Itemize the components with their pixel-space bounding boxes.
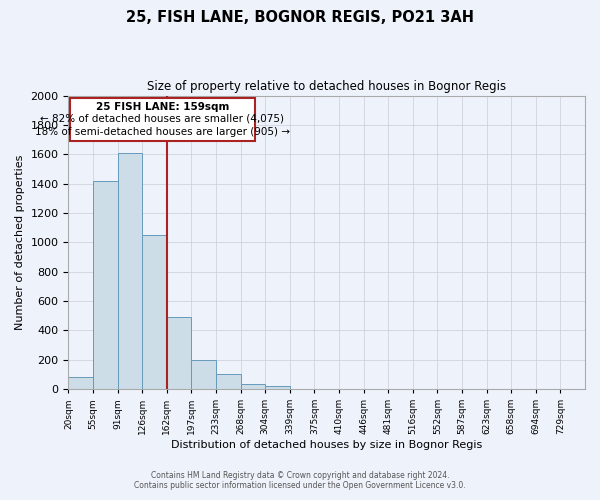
Y-axis label: Number of detached properties: Number of detached properties (15, 154, 25, 330)
Text: Contains public sector information licensed under the Open Government Licence v3: Contains public sector information licen… (134, 481, 466, 490)
Bar (216, 374, 241, 389)
Text: 25, FISH LANE, BOGNOR REGIS, PO21 3AH: 25, FISH LANE, BOGNOR REGIS, PO21 3AH (126, 10, 474, 25)
Bar (93, 182, 118, 389)
Text: ← 82% of detached houses are smaller (4,075): ← 82% of detached houses are smaller (4,… (40, 114, 284, 124)
Bar (167, 317, 191, 389)
Bar (191, 360, 216, 389)
Bar (70, 98, 254, 141)
Text: Contains HM Land Registry data © Crown copyright and database right 2024.: Contains HM Land Registry data © Crown c… (151, 471, 449, 480)
Bar (142, 235, 167, 389)
Text: 25 FISH LANE: 159sqm: 25 FISH LANE: 159sqm (95, 102, 229, 113)
Bar (118, 153, 142, 389)
Bar (265, 386, 290, 389)
Bar (241, 384, 265, 389)
Text: 18% of semi-detached houses are larger (905) →: 18% of semi-detached houses are larger (… (35, 126, 290, 136)
Title: Size of property relative to detached houses in Bognor Regis: Size of property relative to detached ho… (147, 80, 506, 93)
X-axis label: Distribution of detached houses by size in Bognor Regis: Distribution of detached houses by size … (171, 440, 482, 450)
Bar (68, 376, 93, 389)
